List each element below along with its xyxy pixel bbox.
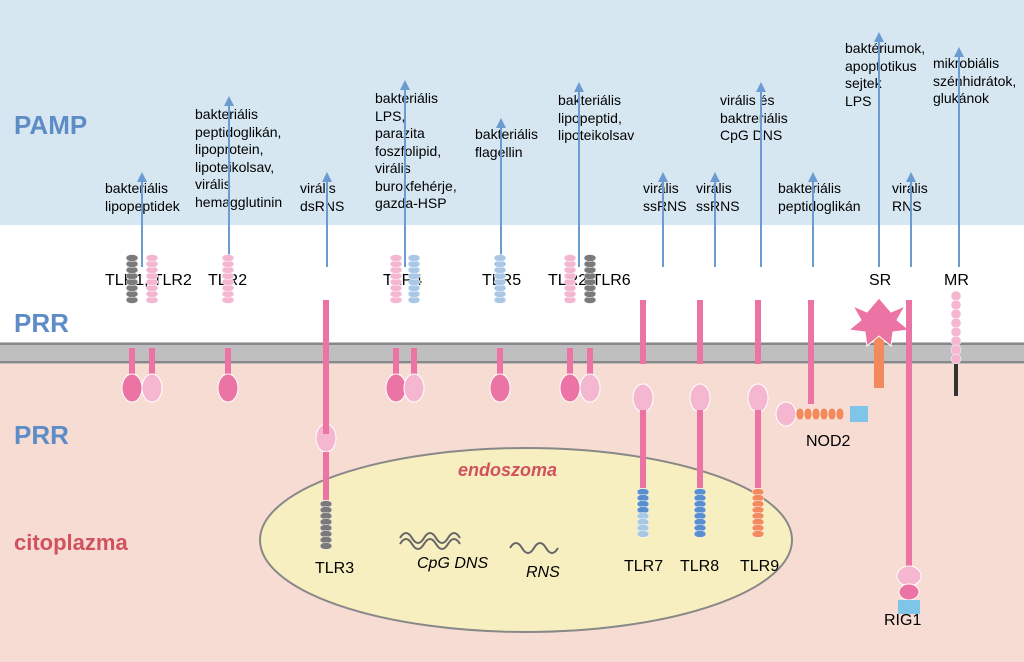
label-endoszoma: endoszoma xyxy=(458,460,557,481)
pamp-text-7: virális ssRNS xyxy=(696,180,740,215)
label-prr-1: PRR xyxy=(14,308,69,339)
endo-receptor-label-0: TLR3 xyxy=(315,560,354,578)
endo-receptor-label-5: RIG1 xyxy=(884,612,921,630)
arrow-5 xyxy=(578,90,580,267)
arrow-7 xyxy=(714,180,716,267)
receptor-label-5: SR xyxy=(869,272,891,290)
pamp-text-12: mikrobiális szénhidrátok, glukánok xyxy=(933,55,1016,108)
pamp-text-5: bakteriális lipopeptid, lipoteikolsav xyxy=(558,92,634,145)
endo-receptor-label-1: TLR7 xyxy=(624,558,663,576)
receptor-label-3: TLR5 xyxy=(482,272,521,290)
membrane-band xyxy=(0,342,1024,364)
arrow-10 xyxy=(878,40,880,267)
endo-receptor-label-3: TLR9 xyxy=(740,558,779,576)
endo-receptor-label-2: TLR8 xyxy=(680,558,719,576)
pamp-text-8: virális és baktreriális CpG DNS xyxy=(720,92,788,145)
receptor-label-1: TLR2 xyxy=(208,272,247,290)
arrow-4 xyxy=(500,126,502,267)
endo-receptor-label-4: NOD2 xyxy=(806,433,850,451)
pamp-text-4: bakteriális flagellin xyxy=(475,126,538,161)
arrow-8 xyxy=(760,90,762,267)
arrow-1 xyxy=(228,104,230,267)
receptor-label-0: TLR1, TLR2 xyxy=(105,272,192,290)
arrow-9 xyxy=(812,180,814,267)
label-citoplazma: citoplazma xyxy=(14,530,128,556)
arrow-12 xyxy=(958,55,960,267)
pamp-text-9: bakteriális peptidoglikán xyxy=(778,180,861,215)
nucleic-label-0: CpG DNS xyxy=(417,555,488,573)
arrow-11 xyxy=(910,180,912,267)
receptor-label-4: TLR2,TLR6 xyxy=(548,272,631,290)
pamp-text-2: virális dsRNS xyxy=(300,180,344,215)
receptor-label-2: TLR4 xyxy=(383,272,422,290)
pamp-text-3: bakteriális LPS, parazita foszfolipid, v… xyxy=(375,90,457,213)
label-prr-2: PRR xyxy=(14,420,69,451)
pamp-text-1: bakteriális peptidoglikán, lipoprotein, … xyxy=(195,106,282,211)
pamp-text-10: baktériumok, apoptotikus sejtek LPS xyxy=(845,40,925,110)
label-pamp: PAMP xyxy=(14,110,87,141)
receptor-label-6: MR xyxy=(944,272,969,290)
arrow-6 xyxy=(662,180,664,267)
pamp-text-6: virális ssRNS xyxy=(643,180,687,215)
arrow-3 xyxy=(404,88,406,267)
arrow-2 xyxy=(326,180,328,267)
arrow-0 xyxy=(141,180,143,267)
nucleic-label-1: RNS xyxy=(526,564,560,582)
cytoplasm-band xyxy=(0,364,1024,662)
